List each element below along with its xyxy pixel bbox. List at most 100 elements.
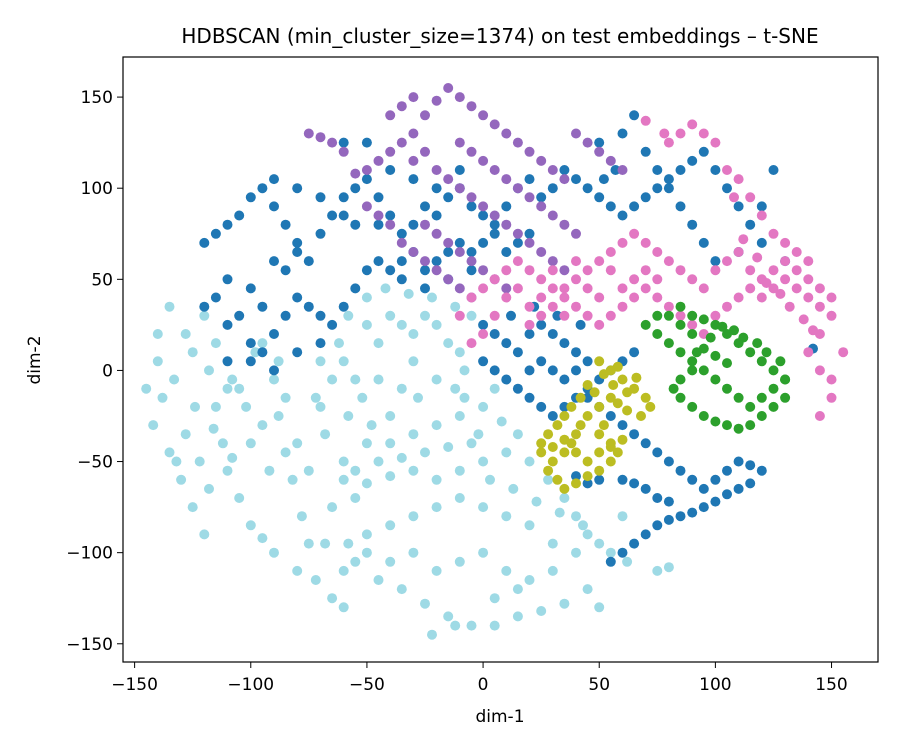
scatter-point [443,338,454,349]
x-tick-label: 0 [478,675,489,695]
scatter-point [257,338,268,349]
scatter-point [722,183,732,194]
scatter-point [756,411,767,421]
scatter-point [431,565,442,576]
scatter-point [617,374,628,385]
scatter-point [594,447,605,458]
scatter-point [501,174,512,185]
scatter-point [717,321,728,332]
scatter-point [466,247,477,257]
scatter-point [524,174,535,185]
scatter-point [343,411,354,421]
scatter-point [605,155,616,166]
scatter-point [361,292,372,303]
scatter-point [698,343,709,354]
scatter-point [571,547,581,558]
scatter-point [361,547,372,558]
scatter-point [756,392,767,403]
scatter-point [257,347,268,358]
scatter-point [547,329,558,339]
scatter-point [478,329,489,339]
scatter-point [454,556,465,567]
scatter-point [327,137,338,148]
scatter-point [171,456,182,467]
scatter-point [698,314,709,325]
scatter-point [756,465,767,476]
scatter-point [768,228,779,239]
scatter-point [582,456,593,467]
scatter-point [733,201,744,212]
series-5 [536,356,656,494]
scatter-point [536,192,547,203]
scatter-point [280,265,291,276]
scatter-point [589,387,600,398]
scatter-point [466,292,477,303]
scatter-point [443,274,454,285]
scatter-point [547,165,558,175]
scatter-point [571,128,581,139]
scatter-point [675,319,686,330]
scatter-point [536,447,547,458]
scatter-point [733,423,744,434]
scatter-point [478,201,489,212]
x-tick-label: −50 [349,675,385,695]
scatter-point [524,146,535,157]
scatter-point [536,401,547,412]
scatter-point [605,247,616,257]
scatter-point [269,256,279,267]
scatter-point [675,165,686,175]
scatter-point [459,392,470,403]
scatter-point [652,183,663,194]
scatter-point [768,383,779,394]
scatter-point [269,547,279,558]
scatter-point [582,137,593,148]
x-tick-label: −100 [227,675,274,695]
scatter-point [729,325,739,336]
scatter-point [687,219,698,230]
scatter-point [245,338,256,349]
scatter-point [524,575,535,585]
scatter-point [199,301,210,312]
scatter-point [745,283,756,294]
scatter-point [269,329,279,339]
scatter-point [350,465,361,476]
scatter-point [489,620,500,631]
scatter-point [350,219,361,230]
scatter-point [385,556,396,567]
scatter-point [431,420,442,431]
scatter-point [361,478,372,489]
scatter-point [652,165,663,175]
x-tick-label: 150 [815,675,847,695]
scatter-point [338,146,349,157]
scatter-point [204,365,214,376]
scatter-point [663,514,674,525]
scatter-point [431,374,442,385]
scatter-point [420,219,430,230]
scatter-point [222,383,233,394]
scatter-point [292,565,303,576]
scatter-point [640,265,651,276]
scatter-point [501,374,512,385]
scatter-point [605,411,616,421]
scatter-point [478,401,489,412]
scatter-point [485,474,495,485]
scatter-point [559,265,570,276]
y-tick-label: 100 [81,179,113,199]
scatter-point [512,429,523,440]
scatter-point [524,301,535,312]
scatter-point [385,210,396,221]
scatter-point [536,247,547,257]
scatter-point [373,374,384,385]
scatter-point [420,256,430,267]
scatter-point [264,465,275,476]
scatter-point [303,538,314,549]
scatter-point [250,347,261,358]
scatter-point [675,465,686,476]
scatter-point [164,301,175,312]
scatter-point [524,237,535,248]
scatter-point [675,347,686,358]
scatter-point [698,283,709,294]
scatter-point [478,283,489,294]
scatter-point [729,192,739,203]
